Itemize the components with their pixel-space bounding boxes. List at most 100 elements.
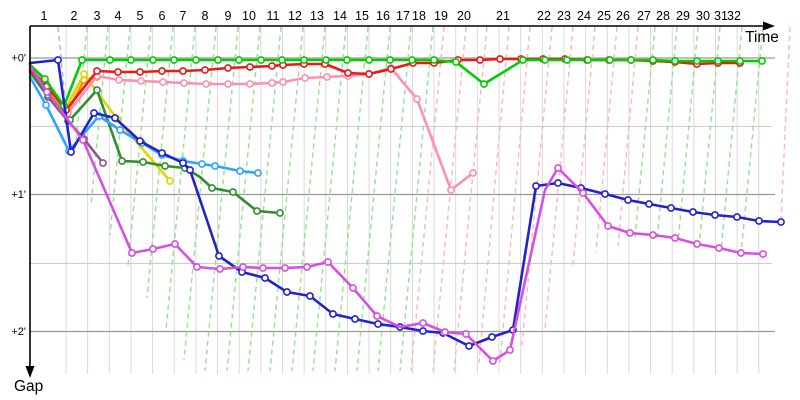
lap-number: 22 bbox=[537, 9, 551, 23]
lap-marker bbox=[452, 58, 460, 66]
lap-marker bbox=[253, 207, 261, 215]
lap-marker bbox=[149, 245, 157, 253]
lap-marker bbox=[737, 249, 745, 257]
lap-number: 20 bbox=[457, 9, 471, 23]
lap-marker bbox=[777, 218, 785, 226]
lap-marker bbox=[667, 204, 675, 212]
lap-marker bbox=[759, 250, 767, 258]
lap-marker bbox=[257, 56, 265, 64]
lap-marker bbox=[136, 68, 144, 76]
lap-marker bbox=[714, 57, 722, 65]
lap-marker bbox=[229, 188, 237, 196]
lap-marker bbox=[180, 79, 188, 87]
lap-marker bbox=[246, 80, 254, 88]
lap-marker bbox=[43, 88, 51, 96]
series-dark-green bbox=[28, 70, 284, 217]
lap-marker bbox=[329, 310, 337, 318]
lap-marker bbox=[78, 56, 86, 64]
lap-number: 24 bbox=[577, 9, 591, 23]
lap-marker bbox=[106, 56, 114, 64]
lap-marker bbox=[128, 249, 136, 257]
lap-marker bbox=[283, 288, 291, 296]
axes bbox=[25, 21, 775, 378]
lap-marker bbox=[115, 76, 123, 84]
lap-marker bbox=[387, 65, 395, 73]
series-blue bbox=[28, 56, 785, 350]
lap-marker bbox=[365, 70, 373, 78]
lap-number: 7 bbox=[180, 9, 187, 23]
lap-marker bbox=[645, 200, 653, 208]
lap-marker bbox=[166, 177, 174, 185]
lap-marker bbox=[386, 56, 394, 64]
lap-marker bbox=[430, 56, 438, 64]
lap-marker bbox=[489, 357, 497, 365]
lap-marker bbox=[201, 66, 209, 74]
lap-marker bbox=[214, 56, 222, 64]
lap-marker bbox=[208, 184, 216, 192]
lap-marker bbox=[323, 73, 331, 81]
lap-number: 19 bbox=[434, 9, 448, 23]
lap-marker bbox=[224, 80, 232, 88]
gap-tick-label: +0' bbox=[11, 53, 26, 65]
lap-marker bbox=[198, 160, 206, 168]
lap-marker bbox=[139, 158, 147, 166]
lap-marker bbox=[179, 159, 187, 167]
lap-marker bbox=[80, 70, 88, 78]
lap-marker bbox=[649, 231, 657, 239]
lap-number: 4 bbox=[115, 9, 122, 23]
lap-number: 28 bbox=[656, 9, 670, 23]
lap-number: 5 bbox=[137, 9, 144, 23]
lap-marker bbox=[671, 234, 679, 242]
lap-marker bbox=[671, 57, 679, 65]
lap-marker bbox=[462, 330, 470, 338]
lap-marker bbox=[715, 244, 723, 252]
lap-number: 11 bbox=[267, 9, 280, 23]
lap-marker bbox=[711, 211, 719, 219]
lap-number: 18 bbox=[412, 9, 426, 23]
lap-marker bbox=[733, 213, 741, 221]
lap-marker bbox=[93, 86, 101, 94]
lap-marker bbox=[365, 56, 373, 64]
gap-tick-label: +2' bbox=[11, 326, 26, 338]
lap-marker bbox=[563, 56, 571, 64]
lap-marker bbox=[216, 265, 224, 273]
lap-marker bbox=[476, 56, 484, 64]
lap-marker bbox=[171, 240, 179, 248]
lap-number: 32 bbox=[727, 9, 741, 23]
lap-marker bbox=[158, 67, 166, 75]
lap-marker bbox=[496, 55, 504, 63]
lap-number: 26 bbox=[616, 9, 630, 23]
lap-marker bbox=[532, 182, 540, 190]
lap-marker bbox=[202, 80, 210, 88]
lap-number: 2 bbox=[71, 9, 78, 23]
lap-marker bbox=[127, 56, 135, 64]
lap-marker bbox=[99, 159, 107, 167]
lap-marker bbox=[469, 169, 477, 177]
lap-marker bbox=[224, 64, 232, 72]
lap-marker bbox=[322, 56, 330, 64]
lap-marker bbox=[554, 164, 562, 172]
time-axis-label: Time bbox=[745, 29, 779, 46]
lap-marker bbox=[649, 56, 657, 64]
lap-marker bbox=[268, 62, 276, 70]
lap-marker bbox=[170, 56, 178, 64]
lap-marker bbox=[278, 56, 286, 64]
lap-number: 13 bbox=[310, 9, 324, 23]
lap-marker bbox=[419, 327, 427, 335]
lap-marker bbox=[192, 56, 200, 64]
lap-marker bbox=[118, 157, 126, 165]
lap-number: 3 bbox=[94, 9, 101, 23]
lap-marker bbox=[161, 162, 169, 170]
lap-marker bbox=[114, 68, 122, 76]
lap-marker bbox=[373, 312, 381, 320]
lap-number: 21 bbox=[496, 9, 510, 23]
lap-marker bbox=[506, 346, 514, 354]
lap-marker bbox=[268, 79, 276, 87]
lap-marker bbox=[344, 69, 352, 77]
lap-marker bbox=[193, 263, 201, 271]
lap-marker bbox=[186, 166, 194, 174]
lap-marker bbox=[93, 67, 101, 75]
lap-number: 29 bbox=[676, 9, 690, 23]
lap-marker bbox=[584, 56, 592, 64]
lap-marker bbox=[303, 263, 311, 271]
